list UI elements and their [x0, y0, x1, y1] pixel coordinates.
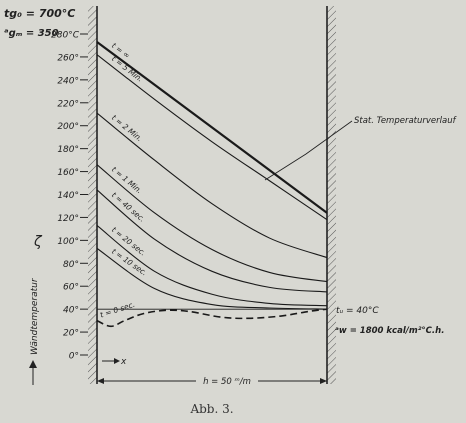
y-tick-label: 260° [57, 53, 79, 63]
annotation-tw-label: tᵤ = 40°C [336, 306, 379, 316]
series-label-7: t = 0 sec. [99, 300, 136, 320]
dimension-label: h = 50 ᵐ/m [203, 377, 251, 387]
y-tick-label: 120° [57, 214, 79, 224]
y-axis-ticks: 0° 20° 40° 60° 80° 100° 120° 140° 160° 180° 200° 22… [51, 31, 88, 362]
series-line-6 [96, 247, 328, 310]
x-axis-label: x [120, 357, 127, 367]
series-line-2 [96, 112, 328, 259]
y-tick-label: 80° [63, 260, 79, 270]
y-tick-label: 220° [57, 99, 79, 109]
y-tick-label: 40° [63, 306, 79, 316]
left-wall-hatch [88, 6, 97, 384]
x-axis-marker: x [102, 357, 127, 367]
header-line-2: ᵃgₘ = 350 [4, 28, 59, 39]
y-tick-label: 60° [63, 283, 79, 293]
series-layer: t = ∞t = 5 Min.t = 2 Min.t = 1 Min.t = 4… [96, 41, 328, 328]
y-axis-label: Wändtemperatur [30, 277, 40, 355]
series-line-1 [96, 54, 328, 221]
right-wall-hatch [327, 6, 336, 384]
y-tick-label: 0° [69, 352, 79, 362]
series-line-5 [96, 225, 328, 307]
series-line-4 [96, 189, 328, 293]
y-tick-label: 180° [57, 145, 79, 155]
y-tick-label: 240° [57, 76, 79, 86]
series-line-7 [96, 308, 328, 328]
y-tick-label: 140° [57, 191, 79, 201]
y-tick-label: 280°C [51, 31, 80, 41]
y-axis-label-group: ζ Wändtemperatur [29, 234, 43, 385]
header-line-1: tg₀ = 700°C [4, 7, 75, 20]
y-axis-symbol: ζ [33, 234, 43, 250]
annotation-alpha-label: ᵃw = 1800 kcal/m²°C.h. [335, 326, 444, 336]
dimension-line: h = 50 ᵐ/m [97, 375, 327, 387]
y-tick-label: 200° [57, 122, 79, 132]
annotation-stat-leader [264, 120, 353, 181]
series-line-0 [96, 41, 328, 214]
series-line-3 [96, 164, 328, 283]
y-tick-label: 20° [63, 329, 79, 339]
y-tick-label: 160° [57, 168, 79, 178]
y-axis-arrow-head [29, 360, 37, 368]
y-tick-label: 100° [57, 237, 79, 247]
annotation-stat-label: Stat. Temperaturverlauf [354, 116, 458, 126]
figure-caption: Abb. 3. [189, 402, 233, 416]
